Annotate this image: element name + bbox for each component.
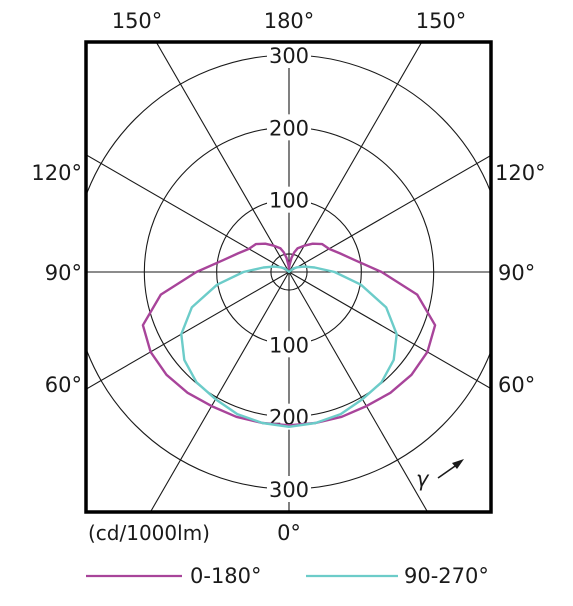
ring-label: 200 <box>269 116 309 140</box>
ring-label: 100 <box>269 189 309 213</box>
angle-label-left-60: 60° <box>45 373 82 397</box>
ring-label-bg <box>267 331 311 358</box>
angle-label-right-60: 60° <box>498 373 535 397</box>
series-line <box>180 265 398 428</box>
ring-label-bg <box>267 186 311 213</box>
ring-label: 300 <box>269 478 309 502</box>
series-line <box>141 242 437 427</box>
inner-ring <box>270 253 308 291</box>
spoke-line <box>149 271 290 512</box>
angle-label-top-center: 180° <box>264 9 315 33</box>
unit-label: (cd/1000lm) <box>88 521 210 545</box>
spoke-line <box>86 154 290 273</box>
gamma-arrow <box>437 463 459 479</box>
gamma-arrow-head <box>452 459 464 469</box>
spoke-line <box>155 42 290 273</box>
angle-label-right-90: 90° <box>498 261 535 285</box>
ring-label: 300 <box>269 44 309 68</box>
ring-label: 100 <box>269 333 309 357</box>
spoke-line <box>288 271 429 512</box>
angle-label-left-90: 90° <box>45 261 82 285</box>
spoke-line <box>288 42 423 273</box>
angle-label-top-right: 150° <box>416 9 467 33</box>
spoke-line <box>288 154 491 273</box>
legend-label-90-270: 90-270° <box>404 564 489 588</box>
ring-label-bg <box>267 114 311 141</box>
ring-label-bg <box>267 476 311 502</box>
angle-label-top-left: 150° <box>112 9 163 33</box>
gamma-label: γ <box>416 467 430 491</box>
spoke-line <box>86 271 290 390</box>
plot-frame <box>84 40 493 514</box>
spoke-line <box>288 271 491 390</box>
angle-label-left-120: 120° <box>31 161 82 185</box>
angle-label-right-120: 120° <box>495 161 546 185</box>
legend-label-0-180: 0-180° <box>190 564 262 588</box>
ring-label-bg <box>267 42 311 68</box>
series-layer <box>141 242 437 428</box>
angle-label-bottom: 0° <box>277 521 301 545</box>
